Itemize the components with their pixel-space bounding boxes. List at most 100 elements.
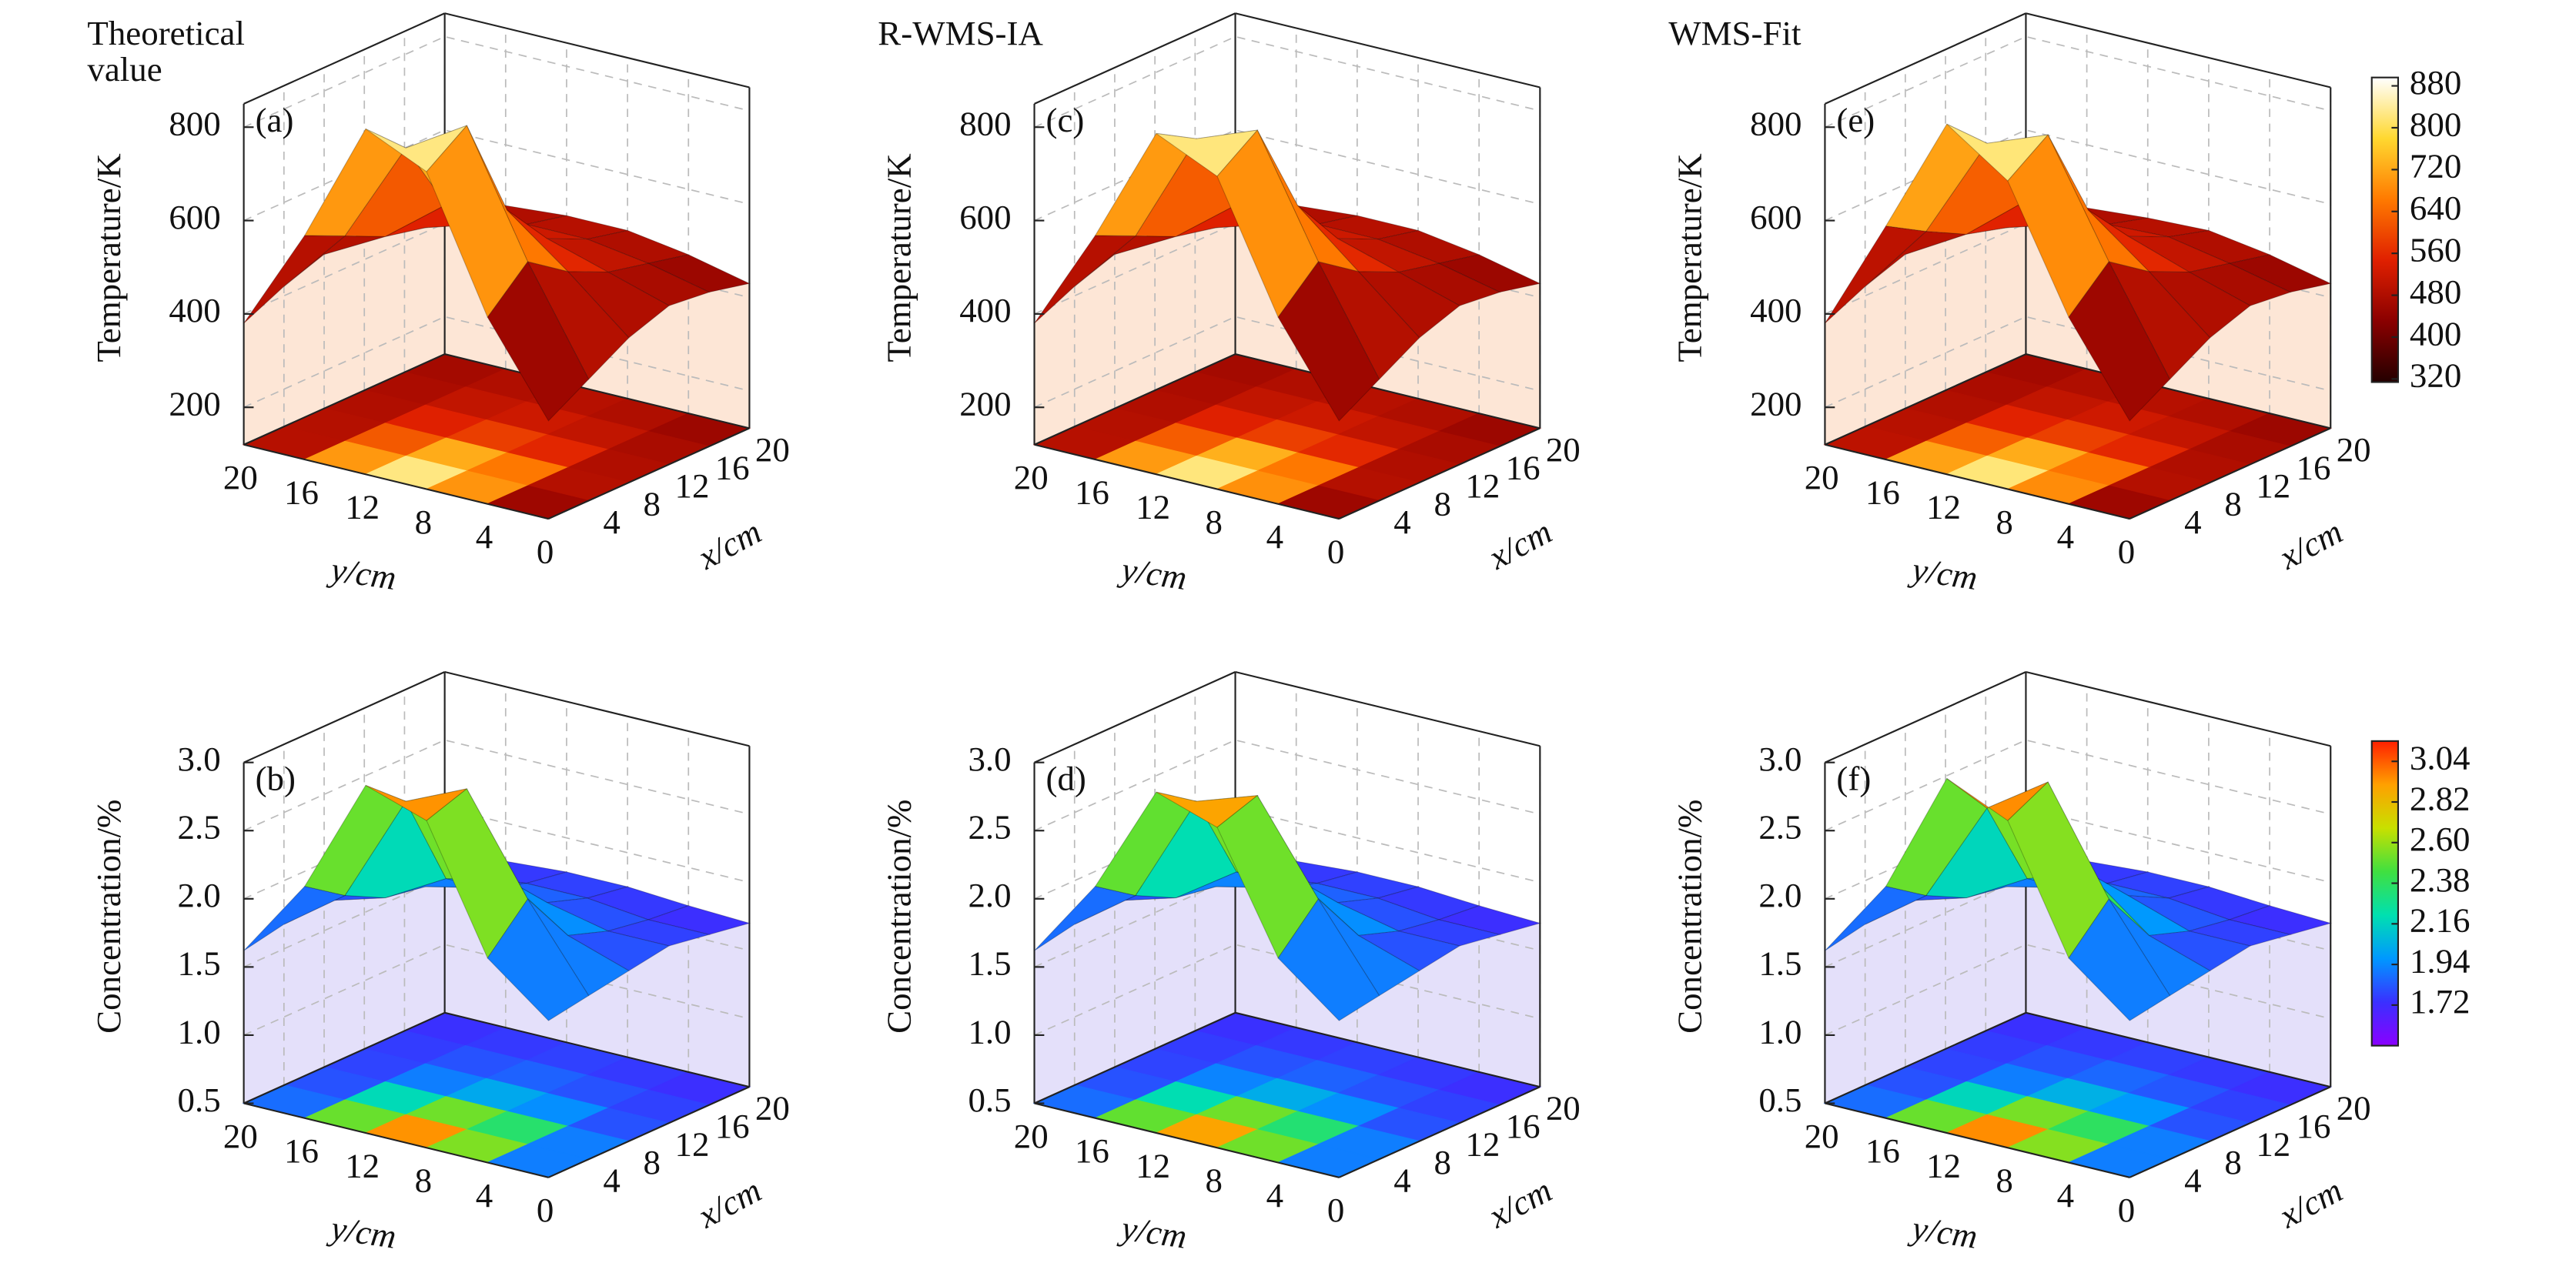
x-tick-label: 16 [1506,448,1541,486]
axis-edge [1825,12,2026,105]
z-tick-label: 1.5 [178,944,221,983]
x-tick-label: 16 [2297,448,2331,486]
surface-cell [2228,254,2332,293]
y-axis-label: y/cm [1116,1208,1189,1256]
z-tick-label: 200 [1750,385,1802,423]
surface-cell [2187,919,2293,947]
surface-cell [2227,905,2333,935]
grid-line [243,671,750,763]
wall-fill [1034,846,1236,1104]
surface-cell [2166,886,2271,921]
z-tick-label: 800 [169,105,220,143]
surface-cell [547,238,650,273]
colorbar-tick-label: 800 [2410,105,2461,143]
y-tick-label: 4 [2057,1176,2074,1215]
y-tick-label: 8 [1206,1161,1223,1200]
x-tick-label: 20 [2337,1089,2371,1128]
axis-edge [2026,1011,2331,1088]
y-tick-label: 8 [1996,503,2012,541]
y-tick-label: 20 [1014,1117,1049,1155]
title-box: WMS-Fit [1668,15,1802,53]
z-tick-label: 600 [959,198,1011,236]
y-tick-label: 12 [345,488,380,526]
panel-label: (a) [256,101,294,139]
surface-cell [1336,897,1440,932]
panel-title: Theoretical value [87,15,245,89]
axis-edge [1235,670,1541,747]
z-tick-label: 1.5 [968,944,1011,983]
y-tick-label: 20 [223,458,258,496]
x-axis-label: x/cm [2272,512,2348,576]
y-axis-label: y/cm [1116,550,1189,597]
z-tick-label: 2.5 [1758,808,1802,847]
y-tick-label: 0 [1327,1191,1344,1229]
wall-fill [1034,199,1236,445]
axis-edge [243,671,446,763]
panel-title: WMS-Fit [1668,15,1802,53]
surface-cell [1034,885,1137,951]
y-tick-label: 20 [1805,1117,1839,1155]
surface-cell [2087,872,2191,937]
grid-line [1825,671,2331,763]
axis-edge [2026,12,2331,89]
y-tick-label: 20 [223,1117,258,1155]
y-axis-label: y/cm [326,1208,399,1256]
axis-edge [1338,1086,1541,1178]
y-tick-label: 16 [1075,473,1109,511]
z-axis-label: Temperature/K [89,153,128,362]
colorbar-tick-label: 2.82 [2410,779,2471,817]
z-tick-label: 200 [959,385,1011,423]
surface-cell [2108,898,2211,997]
y-tick-label: 16 [1865,1131,1900,1170]
surface-cell [1885,123,1988,232]
grid-line [1034,671,1541,763]
y-tick-label: 12 [1136,1146,1170,1184]
axis-edge [444,12,750,89]
z-tick-label: 3.0 [968,740,1011,778]
y-tick-label: 0 [2118,532,2135,570]
grid-line [1034,739,1541,832]
x-tick-label: 4 [1393,503,1410,541]
grid-line [1034,35,1541,129]
z-tick-label: 1.0 [1758,1012,1802,1051]
surface-cell [527,261,630,380]
surface-cell [2068,898,2171,1021]
axis-edge [2026,670,2331,747]
z-axis-label: Concentration/% [880,800,918,1034]
surface-cell [647,254,751,293]
colorbar-tick-label: 480 [2410,272,2461,311]
x-axis-label: x/cm [1482,512,1558,576]
z-tick-label: 400 [959,291,1011,329]
y-tick-label: 8 [1206,503,1223,541]
panel-label: (d) [1046,760,1086,798]
y-axis-label: y/cm [1907,550,1980,597]
grid-line [1825,739,2331,832]
axis-edge [1338,427,1541,520]
y-axis-label: y/cm [326,550,399,597]
y-tick-label: 0 [537,1191,554,1229]
x-tick-label: 20 [755,1089,790,1128]
axis-edge [1034,1102,1340,1178]
colorbar-tick-label: 2.16 [2410,901,2471,940]
x-axis-label: x/cm [691,1171,768,1235]
surface-cell [607,262,711,306]
z-tick-label: 600 [1750,198,1802,236]
z-tick-label: 400 [169,291,220,329]
y-tick-label: 4 [1266,1176,1283,1215]
colorbar-tick-label: 3.04 [2410,739,2471,777]
z-tick-label: 1.5 [1758,944,1802,983]
y-tick-label: 8 [415,1161,432,1200]
panel-label: (e) [1836,101,1875,139]
y-tick-label: 12 [345,1146,380,1184]
colorbar-tick-label: 720 [2410,147,2461,185]
x-tick-label: 8 [644,1143,661,1181]
wall-fill [243,846,445,1104]
panel-label: (b) [256,760,296,798]
surface-cell [2068,261,2171,422]
z-tick-label: 0.5 [968,1081,1011,1119]
colorbar-tick-label: 400 [2410,314,2461,352]
surface-cell [487,261,590,422]
